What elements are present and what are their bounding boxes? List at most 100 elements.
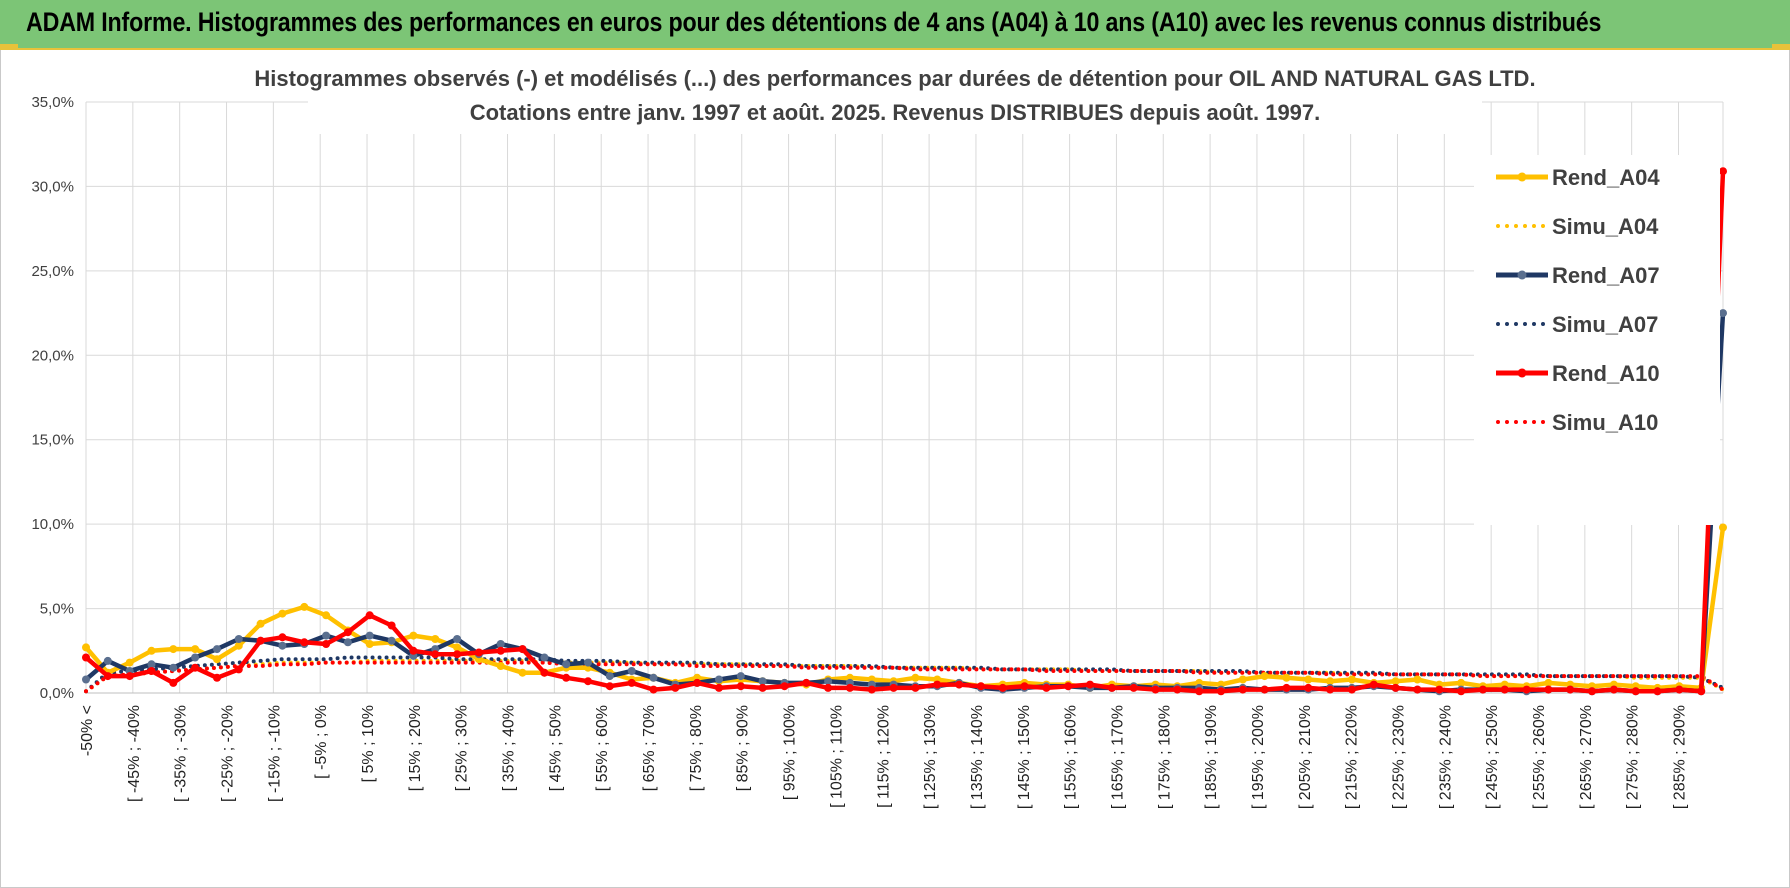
data-point	[1500, 685, 1509, 694]
x-tick-label: [ -5% ; 0%	[313, 705, 330, 779]
data-point	[1282, 683, 1291, 692]
data-point	[82, 653, 90, 662]
data-point	[1347, 685, 1356, 694]
legend-item-simu-a10: Simu_A10	[1496, 410, 1658, 435]
data-point	[278, 633, 287, 642]
data-point	[234, 665, 243, 674]
data-point	[343, 638, 352, 647]
x-tick-label: [ 105% ; 110%	[828, 705, 845, 808]
x-tick-label: [ 245% ; 250%	[1484, 705, 1501, 809]
legend-item-rend-a04: Rend_A04	[1496, 165, 1660, 190]
data-point	[1631, 687, 1640, 696]
x-tick-label: [ -25% ; -20%	[220, 705, 237, 802]
data-point	[736, 682, 745, 691]
data-point	[562, 660, 571, 669]
x-tick-label: [ 45% ; 50%	[547, 705, 564, 791]
x-tick-label: [ 65% ; 70%	[641, 705, 658, 791]
x-tick-label: [ 165% ; 170%	[1109, 705, 1126, 809]
x-tick-label: [ 145% ; 150%	[1016, 705, 1033, 809]
data-point	[103, 656, 112, 665]
x-tick-label: [ 25% ; 30%	[454, 705, 471, 791]
data-point	[365, 611, 374, 620]
x-tick-label: [ 185% ; 190%	[1203, 705, 1220, 809]
x-tick-label: [ -35% ; -30%	[173, 705, 190, 802]
x-tick-label: [ 275% ; 280%	[1625, 705, 1642, 809]
data-point	[715, 683, 723, 692]
data-point	[1347, 675, 1356, 684]
legend-item-simu-a07: Simu_A07	[1496, 312, 1658, 337]
data-point	[496, 646, 505, 655]
x-tick-label: [ 155% ; 160%	[1063, 705, 1080, 809]
y-tick-label: 30,0%	[31, 178, 74, 195]
data-point	[1588, 687, 1596, 696]
data-point	[1457, 678, 1466, 687]
data-point	[955, 680, 964, 689]
data-point	[1566, 685, 1575, 694]
data-point	[1217, 687, 1225, 696]
x-tick-label: [ 55% ; 60%	[594, 705, 611, 791]
data-point	[1544, 685, 1553, 694]
data-point	[715, 675, 723, 684]
corner-accent-left	[0, 44, 18, 48]
data-point	[1238, 675, 1247, 684]
data-point	[933, 680, 942, 689]
data-point	[1173, 685, 1182, 694]
data-point	[453, 650, 462, 659]
x-tick-label: [ 75% ; 80%	[688, 705, 705, 791]
data-point	[1195, 687, 1204, 696]
data-point	[409, 631, 418, 640]
corner-accent-right	[1772, 44, 1790, 48]
y-tick-label: 10,0%	[31, 516, 74, 533]
data-point	[431, 650, 440, 659]
data-point	[1326, 685, 1335, 694]
data-point	[82, 643, 90, 652]
data-point	[409, 646, 418, 655]
data-point	[802, 678, 811, 687]
data-point	[1129, 683, 1138, 692]
y-axis-ticks: 0,0% 5,0% 10,0% 15,0% 20,0% 25,0% 30,0% 35,0%	[31, 94, 74, 702]
x-tick-label: [ 95% ; 100%	[782, 705, 799, 800]
data-point	[300, 602, 309, 611]
data-point	[584, 677, 592, 686]
x-axis-ticks: -50% < [ -45% ; -40% [ -35% ; -30% [ -25% ;…	[79, 705, 1689, 809]
data-point	[1413, 685, 1422, 694]
data-point	[322, 640, 331, 648]
data-point	[845, 683, 854, 692]
data-point	[103, 672, 112, 681]
data-point	[540, 653, 549, 662]
data-point	[976, 682, 985, 691]
data-point	[693, 678, 702, 687]
data-point	[147, 667, 156, 675]
data-point	[147, 646, 156, 655]
x-tick-label: [ 5% ; 10%	[360, 705, 377, 782]
data-point	[1609, 685, 1618, 694]
data-point	[649, 685, 658, 694]
series-line	[84, 660, 1725, 694]
data-point	[1020, 682, 1029, 691]
data-point	[1719, 523, 1727, 532]
data-point	[649, 673, 658, 682]
data-point	[1064, 682, 1073, 691]
data-point	[496, 640, 505, 648]
data-point	[1260, 685, 1269, 694]
series-simu-a10	[84, 660, 1725, 694]
data-point	[780, 682, 789, 691]
data-point	[278, 641, 287, 650]
data-point	[605, 682, 614, 691]
x-tick-label: [ 285% ; 290%	[1672, 705, 1689, 809]
legend-label: Rend_A07	[1552, 263, 1660, 288]
report-banner: ADAM Informe. Histogrammes des performan…	[0, 0, 1790, 50]
x-tick-label: [ 15% ; 20%	[407, 705, 424, 791]
series-line	[84, 171, 1726, 694]
data-point	[1326, 677, 1335, 686]
data-point	[1042, 683, 1051, 692]
data-point	[911, 673, 920, 682]
data-point	[234, 641, 243, 650]
x-tick-label: [ 225% ; 230%	[1390, 705, 1407, 809]
data-point	[213, 645, 221, 654]
data-point	[1391, 683, 1400, 692]
data-point	[1369, 680, 1378, 689]
legend-marker	[1517, 172, 1527, 182]
data-point	[867, 685, 876, 694]
data-point	[300, 638, 309, 647]
